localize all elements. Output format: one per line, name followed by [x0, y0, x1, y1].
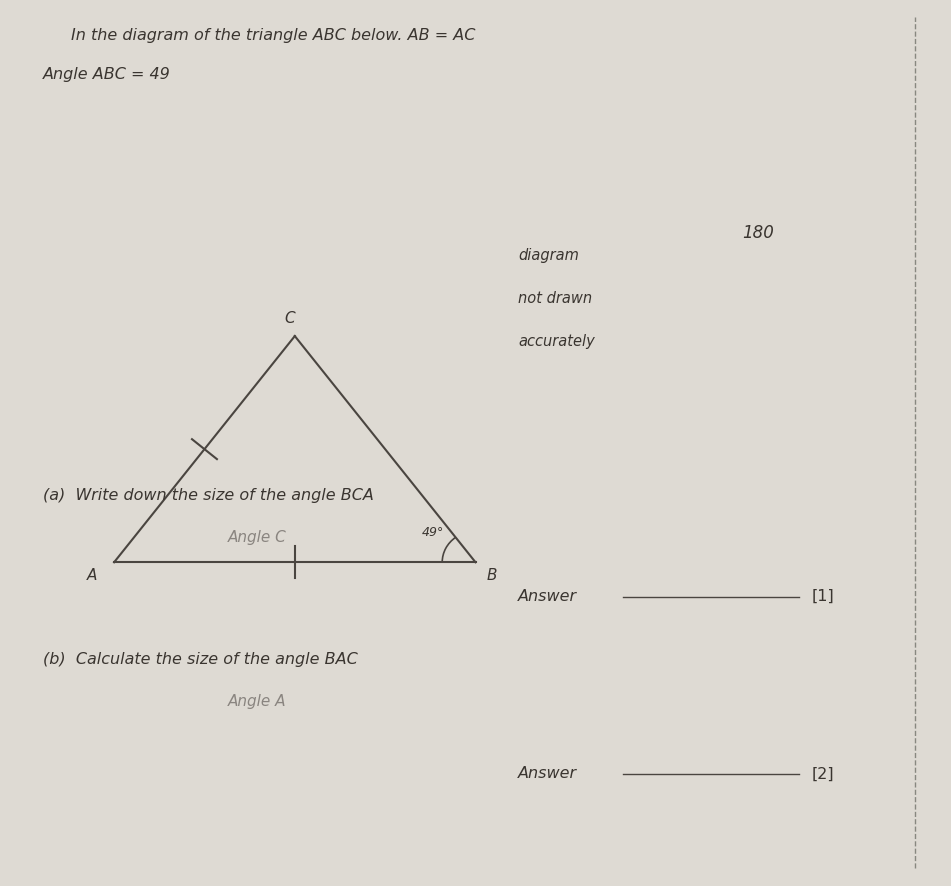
- Text: Answer: Answer: [518, 766, 577, 781]
- Text: In the diagram of the triangle ABC below. AB = AC: In the diagram of the triangle ABC below…: [71, 28, 476, 43]
- Text: Answer: Answer: [518, 588, 577, 603]
- Text: 180: 180: [742, 223, 774, 241]
- Text: not drawn: not drawn: [518, 291, 592, 306]
- Text: diagram: diagram: [518, 248, 579, 263]
- Text: [2]: [2]: [811, 766, 834, 781]
- Text: [1]: [1]: [811, 588, 834, 603]
- Text: B: B: [487, 567, 497, 582]
- Text: C: C: [284, 311, 296, 326]
- Text: Angle A: Angle A: [228, 693, 287, 708]
- Text: 49°: 49°: [421, 525, 444, 538]
- Text: accurately: accurately: [518, 333, 595, 348]
- Text: (a)  Write down the size of the angle BCA: (a) Write down the size of the angle BCA: [43, 487, 374, 502]
- Text: Angle C: Angle C: [228, 530, 287, 545]
- Text: Angle ABC = 49: Angle ABC = 49: [43, 67, 170, 82]
- Text: (b)  Calculate the size of the angle BAC: (b) Calculate the size of the angle BAC: [43, 651, 358, 666]
- Text: A: A: [87, 567, 97, 582]
